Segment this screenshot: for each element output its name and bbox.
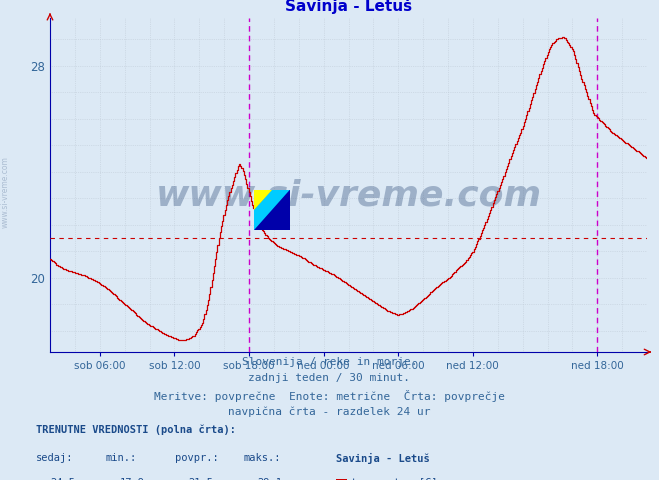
Text: 29,1: 29,1 bbox=[258, 478, 283, 480]
Text: maks.:: maks.: bbox=[244, 453, 281, 463]
Polygon shape bbox=[254, 190, 290, 230]
Text: 21,5: 21,5 bbox=[188, 478, 214, 480]
Text: www.si-vreme.com: www.si-vreme.com bbox=[156, 178, 542, 212]
Text: min.:: min.: bbox=[105, 453, 136, 463]
Text: Savinja - Letuš: Savinja - Letuš bbox=[336, 453, 430, 464]
Text: temperatura[C]: temperatura[C] bbox=[351, 478, 438, 480]
Text: zadnji teden / 30 minut.: zadnji teden / 30 minut. bbox=[248, 373, 411, 384]
Text: 17,9: 17,9 bbox=[119, 478, 144, 480]
Polygon shape bbox=[254, 190, 272, 210]
Text: sedaj:: sedaj: bbox=[36, 453, 74, 463]
Text: TRENUTNE VREDNOSTI (polna črta):: TRENUTNE VREDNOSTI (polna črta): bbox=[36, 425, 236, 435]
Text: povpr.:: povpr.: bbox=[175, 453, 218, 463]
Polygon shape bbox=[254, 190, 290, 230]
Title: Savinja - Letuš: Savinja - Letuš bbox=[285, 0, 412, 14]
Text: navpična črta - razdelek 24 ur: navpična črta - razdelek 24 ur bbox=[228, 407, 431, 417]
Text: 24,5: 24,5 bbox=[50, 478, 75, 480]
Text: Slovenija / reke in morje.: Slovenija / reke in morje. bbox=[242, 357, 417, 367]
Text: www.si-vreme.com: www.si-vreme.com bbox=[1, 156, 10, 228]
Text: Meritve: povprečne  Enote: metrične  Črta: povprečje: Meritve: povprečne Enote: metrične Črta:… bbox=[154, 390, 505, 402]
